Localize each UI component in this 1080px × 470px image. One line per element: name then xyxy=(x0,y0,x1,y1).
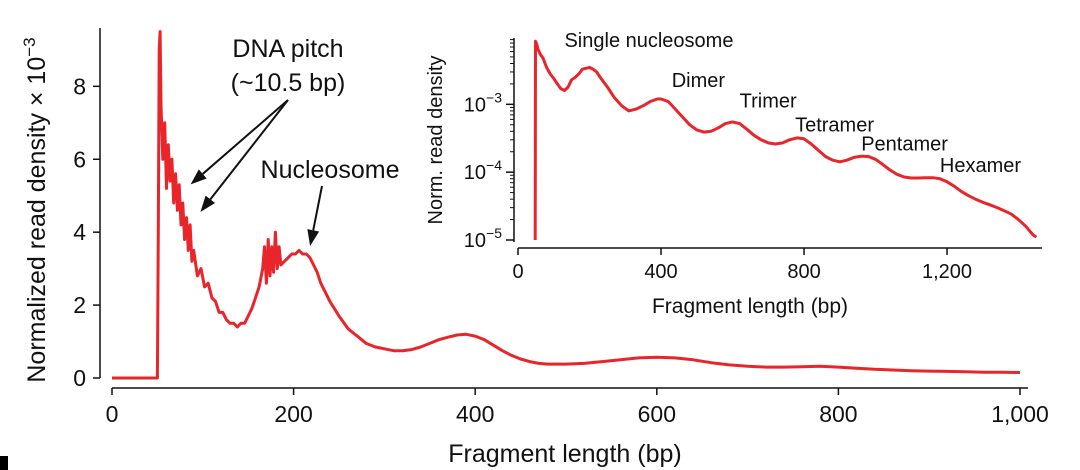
main-x-tick-label: 200 xyxy=(274,401,312,427)
main-y-tick-label: 6 xyxy=(73,146,86,172)
inset-peak-label: Dimer xyxy=(672,70,726,92)
inset-x-tick-label: 400 xyxy=(644,261,677,283)
inset-chart: 0 400 800 1,200 10−3 10−4 10−5 Fragment length… xyxy=(425,30,1042,318)
main-x-tick-label: 800 xyxy=(819,401,857,427)
main-y-tick-label: 2 xyxy=(73,292,86,318)
main-y-tick-label: 8 xyxy=(73,73,86,99)
dna-pitch-label-line1: DNA pitch xyxy=(232,35,343,63)
main-x-tick-label: 400 xyxy=(456,401,494,427)
inset-peak-label: Hexamer xyxy=(940,155,1021,177)
inset-x-tick-label: 0 xyxy=(512,261,523,283)
inset-y-tick-label: 10−5 xyxy=(464,225,502,252)
main-y-tick-label: 4 xyxy=(73,219,86,245)
main-x-tick-label: 0 xyxy=(106,401,119,427)
main-x-tick-label: 1,000 xyxy=(991,401,1049,427)
inset-peak-label: Trimer xyxy=(740,90,797,112)
dna-pitch-arrow-1 xyxy=(190,99,289,185)
panel-corner-mark xyxy=(0,456,8,470)
main-series-line xyxy=(112,30,1021,380)
inset-y-tick-label: 10−3 xyxy=(464,89,502,116)
main-annotation-arrows xyxy=(190,99,323,247)
main-x-tick-label: 600 xyxy=(638,401,676,427)
main-annotations: DNA pitch (~10.5 bp) Nucleosome xyxy=(190,35,400,247)
inset-peak-label: Pentamer xyxy=(861,133,948,155)
nucleosome-label: Nucleosome xyxy=(261,156,400,184)
main-y-axis-title-exponent: −3 xyxy=(20,37,39,56)
dna-pitch-label-line2: (~10.5 bp) xyxy=(231,69,346,97)
dna-pitch-arrow-2 xyxy=(200,99,289,212)
inset-x-axis-title: Fragment length (bp) xyxy=(652,295,848,318)
inset-y-tick-label: 10−4 xyxy=(464,157,502,184)
main-y-tick-label: 0 xyxy=(73,365,86,391)
inset-x-tick-label: 1,200 xyxy=(922,261,972,283)
inset-y-axis-title: Norm. read density xyxy=(425,56,447,225)
main-y-axis-title-text: Normalized read density × 10 xyxy=(23,57,51,383)
inset-ticks: 0 400 800 1,200 10−3 10−4 10−5 xyxy=(464,39,972,283)
main-y-axis-title: Normalized read density × 10−3 xyxy=(20,37,51,382)
inset-x-tick-label: 800 xyxy=(787,261,820,283)
main-x-axis-title: Fragment length (bp) xyxy=(448,440,681,468)
main-ticks: 0 200 400 600 800 1,000 0 2 4 6 8 xyxy=(73,73,1049,427)
inset-annotations: Single nucleosome Dimer TrimerTetramerPent… xyxy=(564,30,1021,177)
inset-peak-label: Single nucleosome xyxy=(564,30,733,52)
main-chart: 0 200 400 600 800 1,000 0 2 4 6 8 Fragment length … xyxy=(20,28,1049,468)
inset-peak-label: Tetramer xyxy=(795,114,874,136)
nucleosome-arrow xyxy=(307,185,323,247)
inset-series-line xyxy=(533,39,1038,241)
